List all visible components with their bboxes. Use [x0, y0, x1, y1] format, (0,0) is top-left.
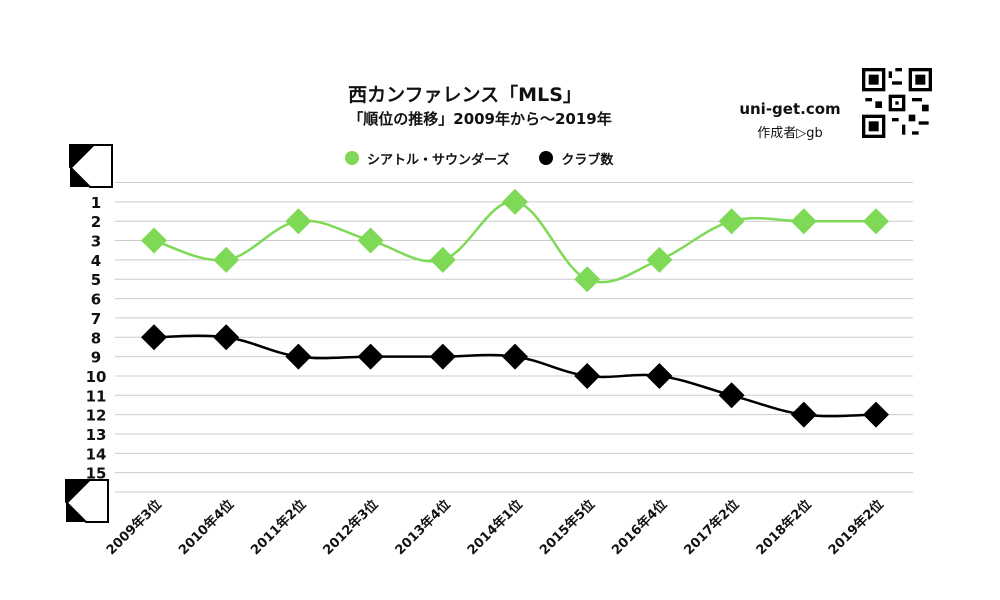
- qr-code-icon[interactable]: [862, 68, 932, 138]
- y-tick-label: 14: [86, 445, 107, 463]
- chart-title: 西カンファレンス「MLS」: [348, 84, 582, 106]
- data-point-marker[interactable]: [863, 401, 889, 428]
- data-point-marker[interactable]: [574, 266, 601, 293]
- data-point-marker[interactable]: [357, 227, 384, 254]
- x-tick-label: 2016年4位: [609, 497, 671, 559]
- y-tick-label: 5: [91, 271, 101, 289]
- data-point-marker[interactable]: [357, 343, 384, 370]
- data-point-marker[interactable]: [141, 324, 167, 351]
- x-tick-label: 2013年4位: [392, 497, 454, 559]
- data-point-marker[interactable]: [429, 246, 456, 273]
- gridlines: [115, 182, 913, 493]
- y-tick-label: 13: [86, 426, 107, 444]
- author-credit: 作成者▷gb: [757, 126, 823, 141]
- legend-label-clubs: クラブ数: [561, 152, 614, 168]
- y-tick-label: 7: [91, 310, 101, 328]
- y-tick-label: 2: [91, 213, 101, 231]
- site-name[interactable]: uni-get.com: [739, 100, 841, 118]
- data-point-marker[interactable]: [213, 324, 240, 351]
- x-tick-label: 2019年2位: [825, 497, 887, 559]
- legend-item-seattle: シアトル・サウンダーズ: [345, 149, 509, 168]
- x-tick-label: 2010年4位: [175, 497, 237, 559]
- legend-dot-black-icon: [539, 151, 554, 165]
- y-tick-label: 11: [86, 387, 107, 405]
- x-tick-label: 2011年2位: [248, 497, 310, 559]
- data-point-marker[interactable]: [502, 343, 528, 370]
- legend-dot-green-icon: [345, 151, 359, 165]
- data-point-marker[interactable]: [285, 343, 312, 370]
- legend: シアトル・サウンダーズ クラブ数: [345, 148, 643, 168]
- data-point-marker[interactable]: [285, 208, 312, 235]
- y-tick-label: 8: [91, 329, 101, 347]
- x-axis-ticks: 2009年3位 2010年4位 2011年2位 2012年3位 2013年4位 2014年…: [103, 497, 887, 559]
- page-curl-icon: [65, 479, 109, 523]
- legend-label-seattle: シアトル・サウンダーズ: [367, 152, 510, 168]
- data-point-marker[interactable]: [790, 208, 817, 235]
- x-tick-label: 2012年3位: [320, 497, 382, 559]
- chart-subtitle: 「順位の推移」2009年から～2019年: [348, 110, 612, 128]
- data-point-marker[interactable]: [863, 208, 889, 235]
- data-point-marker[interactable]: [646, 246, 673, 273]
- series-layer: [141, 188, 889, 428]
- y-tick-label: 12: [86, 407, 107, 425]
- data-point-marker[interactable]: [141, 227, 167, 254]
- data-point-marker[interactable]: [718, 208, 745, 235]
- x-tick-label: 2009年3位: [103, 497, 165, 559]
- y-tick-label: 9: [91, 349, 101, 367]
- x-tick-label: 2015年5位: [536, 497, 598, 559]
- y-tick-label: 3: [91, 233, 101, 251]
- data-point-marker[interactable]: [502, 188, 528, 215]
- data-point-marker[interactable]: [429, 343, 456, 370]
- data-point-marker[interactable]: [718, 382, 745, 409]
- data-point-marker[interactable]: [790, 401, 817, 428]
- y-tick-label: 10: [86, 368, 107, 386]
- x-tick-label: 2018年2位: [753, 497, 815, 559]
- y-tick-label: 4: [91, 252, 101, 270]
- x-tick-label: 2017年2位: [681, 497, 743, 559]
- data-point-marker[interactable]: [646, 362, 673, 389]
- legend-item-clubs: クラブ数: [539, 149, 613, 168]
- x-tick-label: 2014年1位: [464, 497, 526, 559]
- data-point-marker[interactable]: [574, 362, 601, 389]
- y-tick-label: 6: [91, 291, 101, 309]
- data-point-marker[interactable]: [213, 246, 240, 273]
- page-curl-icon: [69, 144, 113, 188]
- y-tick-label: 1: [91, 194, 101, 212]
- y-tick-label: 15: [86, 465, 107, 483]
